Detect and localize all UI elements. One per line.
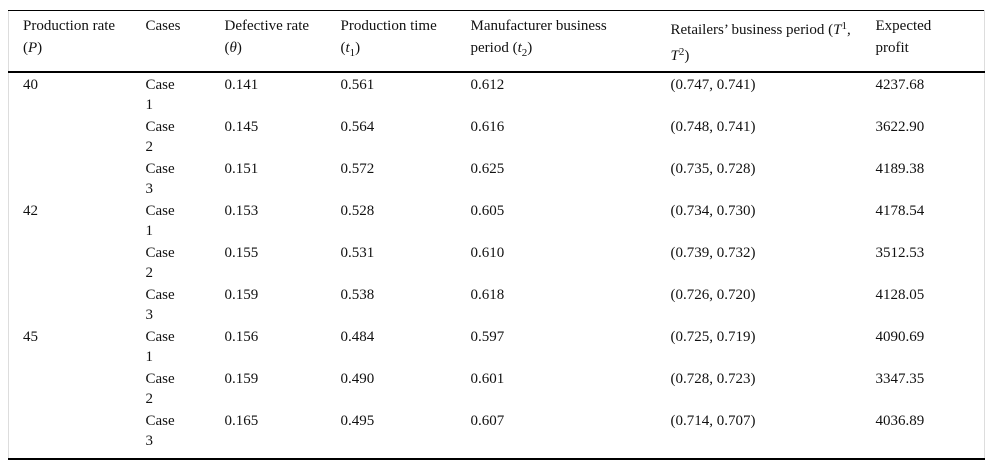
manufacturer-period-cell: 0.616	[470, 119, 505, 135]
expected-profit-cell: 4237.68	[875, 77, 925, 93]
table-row: Case 2 0.155 0.531 0.610 (0.739, 0.732) …	[9, 241, 985, 283]
table-row: Case 3 0.159 0.538 0.618 (0.726, 0.720) …	[9, 283, 985, 325]
col-header-cases: Cases	[145, 10, 225, 73]
production-rate-cell	[9, 283, 146, 325]
expected-profit-cell: 3512.53	[875, 245, 925, 261]
col-header-expected-profit: Expected profit	[875, 10, 985, 73]
production-rate-cell	[9, 157, 146, 199]
table-row: Case 2 0.159 0.490 0.601 (0.728, 0.723) …	[9, 367, 985, 409]
defective-rate-cell: 0.155	[224, 245, 259, 261]
table-row: 42 Case 1 0.153 0.528 0.605 (0.734, 0.73…	[9, 199, 985, 241]
results-table: Production rate (P) Cases Defective rate(…	[8, 10, 985, 460]
case-cell: Case 3	[145, 161, 175, 197]
production-time-cell: 0.528	[340, 203, 375, 219]
production-rate-cell: 40	[23, 77, 38, 93]
col-header-retailers-business-period: Retailers’ business period (T1, T2)	[670, 10, 876, 73]
col-header-defective-rate: Defective rate (θ)	[224, 10, 341, 73]
defective-rate-cell: 0.156	[224, 329, 259, 345]
case-cell: Case 1	[145, 329, 175, 365]
manufacturer-period-cell: 0.612	[470, 77, 505, 93]
expected-profit-cell: 4178.54	[875, 203, 925, 219]
retailers-period-cell: (0.747, 0.741)	[670, 77, 756, 93]
production-time-cell: 0.561	[340, 77, 375, 93]
defective-rate-cell: 0.145	[224, 119, 259, 135]
retailers-period-cell: (0.748, 0.741)	[670, 119, 756, 135]
production-rate-cell: 45	[23, 329, 38, 345]
case-cell: Case 2	[145, 119, 175, 155]
table-row: Case 3 0.165 0.495 0.607 (0.714, 0.707) …	[9, 409, 985, 459]
retailers-period-cell: (0.735, 0.728)	[670, 161, 756, 177]
retailers-period-cell: (0.725, 0.719)	[670, 329, 756, 345]
manufacturer-period-cell: 0.605	[470, 203, 505, 219]
production-time-cell: 0.538	[340, 287, 375, 303]
defective-rate-cell: 0.151	[224, 161, 259, 177]
case-cell: Case 3	[145, 413, 175, 449]
defective-rate-cell: 0.165	[224, 413, 259, 429]
expected-profit-cell: 4090.69	[875, 329, 925, 345]
production-time-cell: 0.564	[340, 119, 375, 135]
expected-profit-cell: 3347.35	[875, 371, 925, 387]
expected-profit-cell: 3622.90	[875, 119, 925, 135]
production-time-cell: 0.531	[340, 245, 375, 261]
production-rate-cell	[9, 115, 146, 157]
table-row: 40 Case 1 0.141 0.561 0.612 (0.747, 0.74…	[9, 72, 985, 115]
table-body: 40 Case 1 0.141 0.561 0.612 (0.747, 0.74…	[9, 72, 985, 459]
table-row: Case 2 0.145 0.564 0.616 (0.748, 0.741) …	[9, 115, 985, 157]
table-row: 45 Case 1 0.156 0.484 0.597 (0.725, 0.71…	[9, 325, 985, 367]
case-cell: Case 2	[145, 371, 175, 407]
manufacturer-period-cell: 0.610	[470, 245, 505, 261]
retailers-period-cell: (0.739, 0.732)	[670, 245, 756, 261]
table-row: Case 3 0.151 0.572 0.625 (0.735, 0.728) …	[9, 157, 985, 199]
production-rate-cell	[9, 241, 146, 283]
manufacturer-period-cell: 0.601	[470, 371, 505, 387]
defective-rate-cell: 0.159	[224, 287, 259, 303]
expected-profit-cell: 4189.38	[875, 161, 925, 177]
retailers-period-cell: (0.728, 0.723)	[670, 371, 756, 387]
defective-rate-cell: 0.141	[224, 77, 259, 93]
table-header: Production rate (P) Cases Defective rate(…	[8, 10, 985, 73]
production-time-cell: 0.490	[340, 371, 375, 387]
production-time-cell: 0.572	[340, 161, 375, 177]
case-cell: Case 2	[145, 245, 175, 281]
retailers-period-cell: (0.726, 0.720)	[670, 287, 756, 303]
production-time-cell: 0.495	[340, 413, 375, 429]
expected-profit-cell: 4036.89	[875, 413, 925, 429]
production-rate-cell	[9, 367, 146, 409]
col-header-manufacturer-business-period: Manufacturer business period (t2)	[470, 10, 671, 73]
col-header-production-time: Production time (t1)	[340, 10, 471, 73]
case-cell: Case 1	[145, 77, 175, 113]
retailers-period-cell: (0.714, 0.707)	[670, 413, 756, 429]
defective-rate-cell: 0.159	[224, 371, 259, 387]
retailers-period-cell: (0.734, 0.730)	[670, 203, 756, 219]
case-cell: Case 3	[145, 287, 175, 323]
manufacturer-period-cell: 0.607	[470, 413, 505, 429]
defective-rate-cell: 0.153	[224, 203, 259, 219]
manufacturer-period-cell: 0.597	[470, 329, 505, 345]
header-row: Production rate (P) Cases Defective rate(…	[8, 10, 985, 73]
col-header-production-rate: Production rate (P)	[8, 10, 146, 73]
expected-profit-cell: 4128.05	[875, 287, 925, 303]
manufacturer-period-cell: 0.625	[470, 161, 505, 177]
production-rate-cell: 42	[23, 203, 38, 219]
manufacturer-period-cell: 0.618	[470, 287, 505, 303]
production-rate-cell	[9, 409, 146, 459]
production-time-cell: 0.484	[340, 329, 375, 345]
case-cell: Case 1	[145, 203, 175, 239]
